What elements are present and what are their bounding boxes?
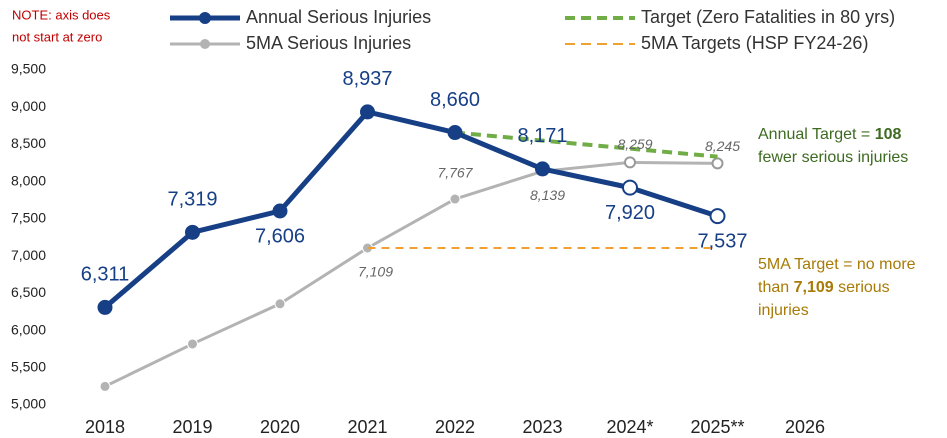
annotation-part: injuries [758, 302, 809, 319]
legend-label: Annual Serious Injuries [246, 7, 431, 27]
x-tick-label: 2021 [347, 417, 387, 437]
legend-label: 5MA Targets (HSP FY24-26) [641, 33, 868, 53]
value-label: 6,311 [81, 264, 130, 286]
value-label: 7,109 [358, 264, 393, 280]
value-label: 8,139 [530, 187, 565, 203]
value-label: 7,920 [605, 202, 655, 224]
value-label: 7,537 [697, 230, 747, 252]
annotation-part: fewer serious injuries [758, 149, 908, 166]
series-line [103, 109, 719, 310]
annotation: injuries [758, 302, 809, 319]
x-tick-label: 2020 [260, 417, 300, 437]
value-label: 7,606 [255, 225, 305, 247]
y-tick-label: 6,000 [11, 321, 46, 337]
y-tick-label: 5,000 [11, 396, 46, 412]
value-label: 8,937 [342, 68, 392, 90]
point [97, 299, 113, 315]
value-label: 8,259 [617, 136, 652, 152]
x-tick-label: 2026 [785, 417, 825, 437]
y-tick-label: 9,500 [11, 61, 46, 77]
value-label: 7,767 [437, 165, 473, 181]
y-tick-label: 8,000 [11, 172, 46, 188]
y-tick-label: 7,500 [11, 210, 46, 226]
x-tick-label: 2025** [690, 417, 744, 437]
point [709, 208, 726, 225]
y-tick-label: 9,000 [11, 98, 46, 114]
y-tick-label: 8,500 [11, 135, 46, 151]
annotation-part: 7,109 [794, 279, 834, 296]
series-line [454, 130, 718, 159]
value-label: 8,245 [705, 138, 740, 154]
x-tick-label: 2023 [522, 417, 562, 437]
point [185, 224, 200, 240]
value-label: 7,319 [167, 189, 217, 211]
point [447, 125, 463, 141]
annotation: fewer serious injuries [758, 149, 908, 166]
x-tick-label: 2022 [435, 417, 475, 437]
annotation-part: 108 [875, 126, 902, 143]
annotation-part: Annual Target = [758, 126, 875, 143]
legend-label: 5MA Serious Injuries [246, 33, 411, 53]
point [274, 298, 286, 310]
point [187, 338, 198, 350]
annotation: Annual Target = 108 [758, 126, 901, 143]
point [624, 156, 636, 169]
note: not start at zero [12, 29, 102, 44]
value-label: 8,171 [517, 125, 567, 147]
series-line [104, 160, 718, 388]
point [99, 380, 111, 392]
y-tick-label: 6,500 [11, 284, 46, 300]
point [622, 179, 638, 196]
annotation: than 7,109 serious [758, 279, 890, 296]
point [360, 104, 375, 120]
annotation-part: than [758, 279, 794, 296]
legend-label: Target (Zero Fatalities in 80 yrs) [641, 7, 895, 27]
point [535, 161, 550, 177]
point [449, 193, 461, 205]
point [711, 157, 724, 170]
x-tick-label: 2024* [606, 417, 653, 437]
annotation-part: serious [834, 279, 890, 296]
note: NOTE: axis does [12, 7, 111, 22]
value-label: 8,660 [430, 89, 480, 111]
y-tick-label: 7,000 [11, 247, 46, 263]
x-tick-label: 2019 [172, 417, 212, 437]
point [272, 203, 288, 219]
y-tick-label: 5,500 [11, 358, 46, 374]
annotation-part: 5MA Target = no more [758, 256, 916, 273]
legend-marker [200, 39, 210, 49]
annotation: 5MA Target = no more [758, 256, 916, 273]
x-tick-label: 2018 [85, 417, 125, 437]
legend-marker [199, 12, 211, 24]
